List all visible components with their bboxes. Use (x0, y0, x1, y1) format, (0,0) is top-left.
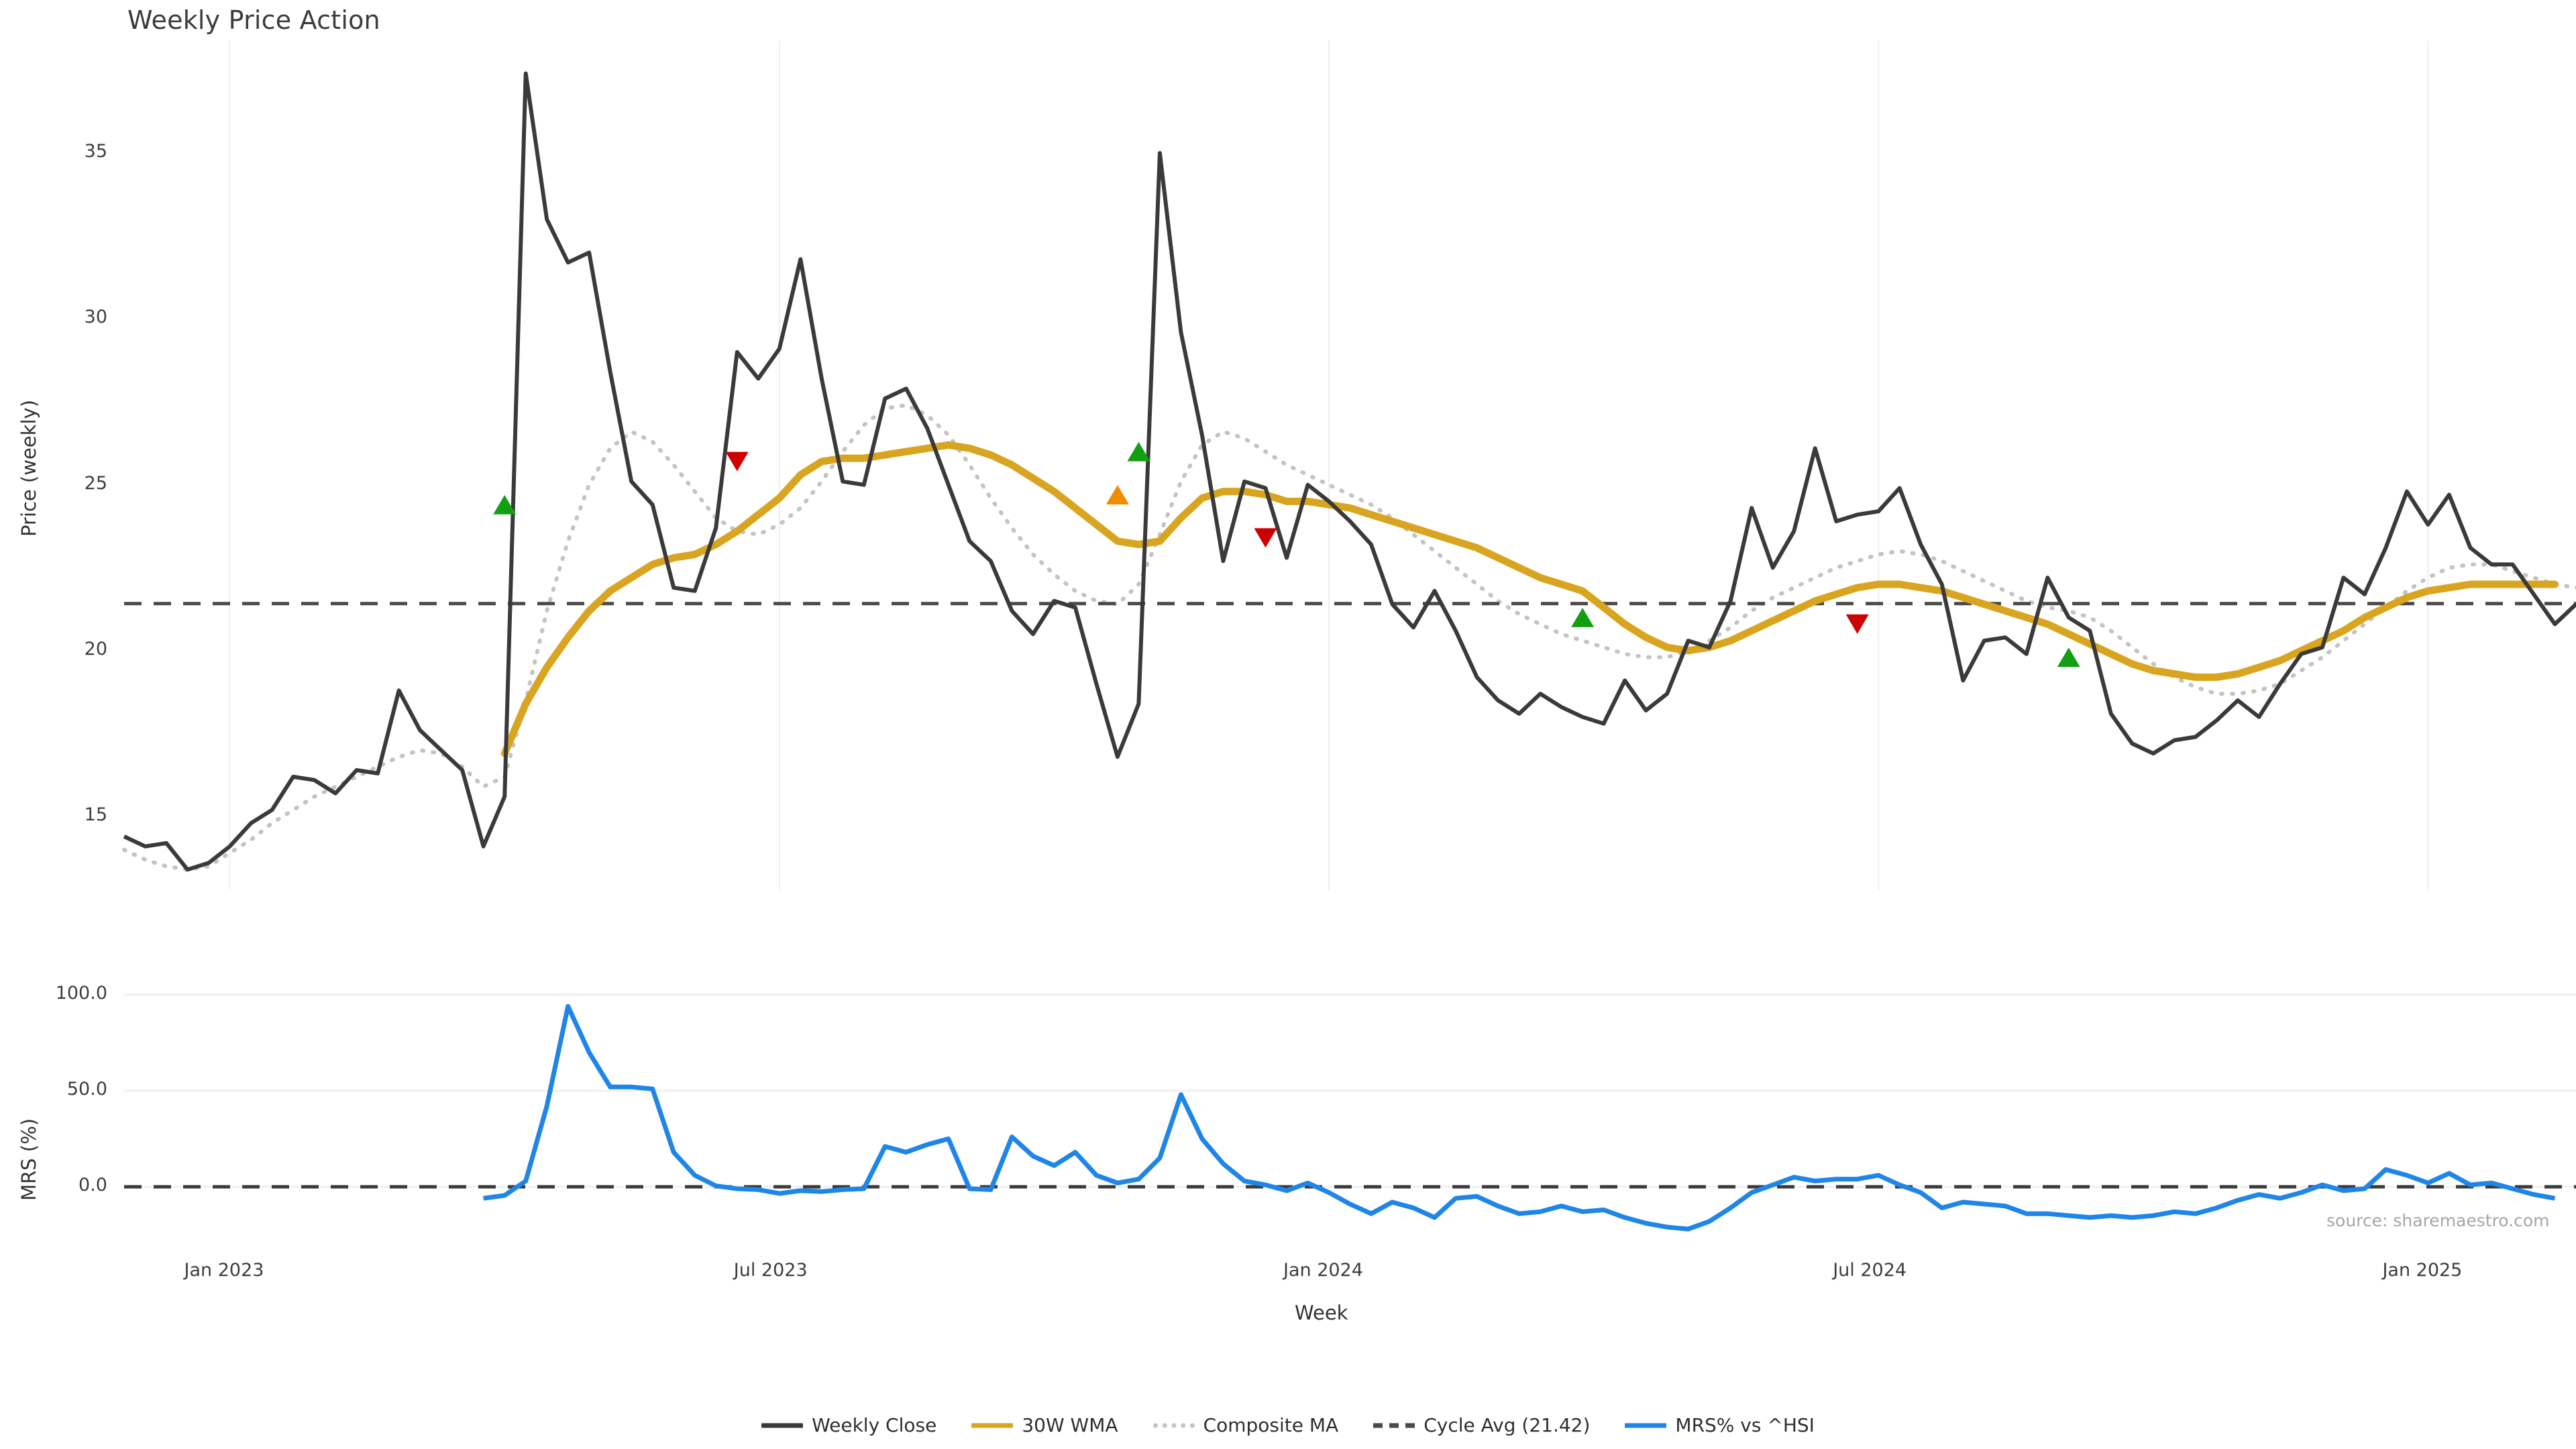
chart-legend: Weekly Close 30W WMA Composite MA Cycle Avg… (0, 1414, 2576, 1436)
legend-label-2: Composite MA (1203, 1414, 1339, 1436)
legend-label-0: Weekly Close (812, 1414, 937, 1436)
x-axis-label: Week (1295, 1301, 1348, 1324)
x-tick-1: Jul 2023 (733, 1260, 808, 1281)
marker-sell-4 (1254, 528, 1277, 548)
marker-sell-1 (725, 451, 749, 472)
legend-item-0[interactable]: Weekly Close (761, 1414, 936, 1436)
x-tick-4: Jan 2025 (2382, 1260, 2463, 1281)
marker-buy-3 (1127, 441, 1150, 462)
price-y-tick-4: 35 (84, 141, 107, 162)
legend-swatch-icon-1 (971, 1419, 1014, 1432)
price-y-tick-3: 30 (84, 307, 107, 328)
legend-swatch-icon-3 (1373, 1419, 1415, 1432)
price-y-tick-1: 20 (84, 638, 107, 659)
price-y-tick-0: 15 (84, 804, 107, 826)
price-y-tick-2: 25 (84, 472, 107, 494)
legend-item-4[interactable]: MRS% vs ^HSI (1625, 1414, 1815, 1436)
series-mrs-percent (483, 1004, 2556, 1232)
legend-swatch-icon-4 (1625, 1419, 1667, 1432)
legend-label-1: 30W WMA (1022, 1414, 1118, 1436)
legend-label-3: Cycle Avg (21.42) (1424, 1414, 1591, 1436)
source-attribution: source: sharemaestro.com (2326, 1211, 2550, 1230)
series-30w-wma (500, 441, 2559, 757)
marker-buy-0 (493, 494, 517, 515)
legend-item-2[interactable]: Composite MA (1152, 1414, 1339, 1436)
x-tick-2: Jan 2024 (1283, 1260, 1363, 1281)
mrs-y-tick-1: 50.0 (66, 1079, 107, 1099)
series-composite-ma (122, 402, 2576, 872)
marker-warn-2 (1106, 485, 1129, 504)
x-tick-3: Jul 2024 (1833, 1260, 1907, 1281)
legend-label-4: MRS% vs ^HSI (1675, 1414, 1815, 1436)
legend-swatch-icon-2 (1152, 1419, 1195, 1432)
mrs-y-tick-2: 100.0 (55, 982, 107, 1004)
legend-item-1[interactable]: 30W WMA (971, 1414, 1118, 1436)
mrs-y-tick-0: 0.0 (78, 1175, 107, 1196)
legend-swatch-icon-0 (761, 1419, 804, 1432)
marker-buy-5 (1571, 608, 1595, 627)
series-weekly-close (123, 71, 2576, 872)
page-title: Weekly Price Action (127, 5, 380, 35)
legend-item-3[interactable]: Cycle Avg (21.42) (1373, 1414, 1590, 1436)
marker-buy-7 (2057, 647, 2080, 667)
marker-sell-6 (1845, 614, 1869, 634)
x-tick-0: Jan 2023 (184, 1260, 264, 1281)
